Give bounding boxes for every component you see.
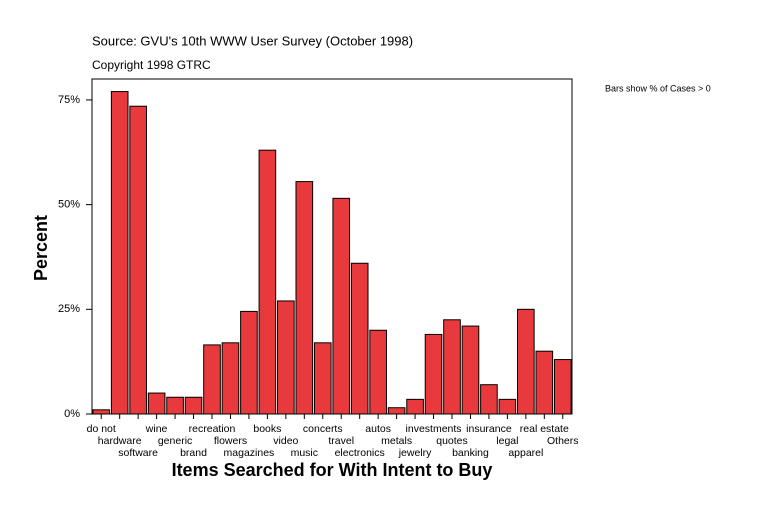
x-tick-label: hardware — [98, 435, 142, 447]
x-tick-label: electronics — [335, 447, 385, 459]
bar — [517, 308, 535, 415]
bar — [332, 197, 351, 415]
bar — [498, 398, 517, 415]
bar — [461, 325, 480, 415]
bar — [166, 396, 184, 415]
bar — [443, 319, 461, 415]
x-tick-label: video — [273, 435, 298, 447]
chart-subtitle: Copyright 1998 GTRC — [92, 58, 211, 72]
bar — [258, 149, 277, 415]
bar — [203, 344, 221, 415]
x-tick-label: investments — [406, 423, 462, 435]
y-tick-label: 50% — [58, 199, 80, 211]
x-tick-label: quotes — [436, 435, 468, 447]
x-tick-label: books — [253, 423, 281, 435]
x-tick-label: generic — [158, 435, 192, 447]
bar — [184, 396, 203, 415]
x-tick-label: recreation — [189, 423, 236, 435]
bar — [240, 310, 258, 415]
x-tick-label: travel — [328, 435, 354, 447]
bar — [295, 181, 314, 415]
bar — [480, 384, 498, 415]
y-tick-label: 75% — [58, 94, 80, 106]
x-tick-label: software — [118, 447, 158, 459]
bar — [350, 262, 369, 415]
x-axis-label: Items Searched for With Intent to Buy — [172, 460, 493, 480]
bar — [553, 359, 572, 415]
bar — [406, 398, 424, 415]
x-tick-label: autos — [365, 423, 391, 435]
bar — [147, 392, 166, 415]
plot-frame — [91, 78, 573, 415]
bar — [221, 342, 240, 415]
bar — [535, 350, 554, 415]
x-tick-label: legal — [496, 435, 518, 447]
x-tick-label: insurance — [466, 423, 512, 435]
bar — [387, 407, 406, 415]
y-axis-label: Percent — [31, 215, 51, 281]
chart-note: Bars show % of Cases > 0 — [605, 83, 711, 93]
bar — [92, 409, 111, 415]
y-tick-label: 0% — [64, 408, 80, 420]
x-tick-label: magazines — [224, 447, 275, 459]
bar — [424, 333, 443, 415]
x-tick-label: apparel — [508, 447, 543, 459]
x-tick-label: real estate — [520, 423, 569, 435]
bar — [277, 300, 295, 415]
x-tick-label: do not — [87, 423, 116, 435]
x-tick-label: jewelry — [398, 447, 432, 459]
bar — [369, 329, 387, 415]
chart-title: Source: GVU's 10th WWW User Survey (Octo… — [92, 33, 413, 48]
x-tick-label: metals — [381, 435, 412, 447]
x-tick-label: brand — [180, 447, 207, 459]
x-tick-label: flowers — [214, 435, 247, 447]
x-tick-label: Others — [547, 435, 579, 447]
x-tick-label: music — [291, 447, 318, 459]
bar — [110, 91, 129, 415]
y-tick-label: 25% — [58, 303, 80, 315]
x-tick-label: banking — [452, 447, 489, 459]
x-tick-label: wine — [145, 423, 168, 435]
bar — [313, 342, 332, 415]
x-tick-label: concerts — [303, 423, 343, 435]
bar — [129, 105, 147, 415]
